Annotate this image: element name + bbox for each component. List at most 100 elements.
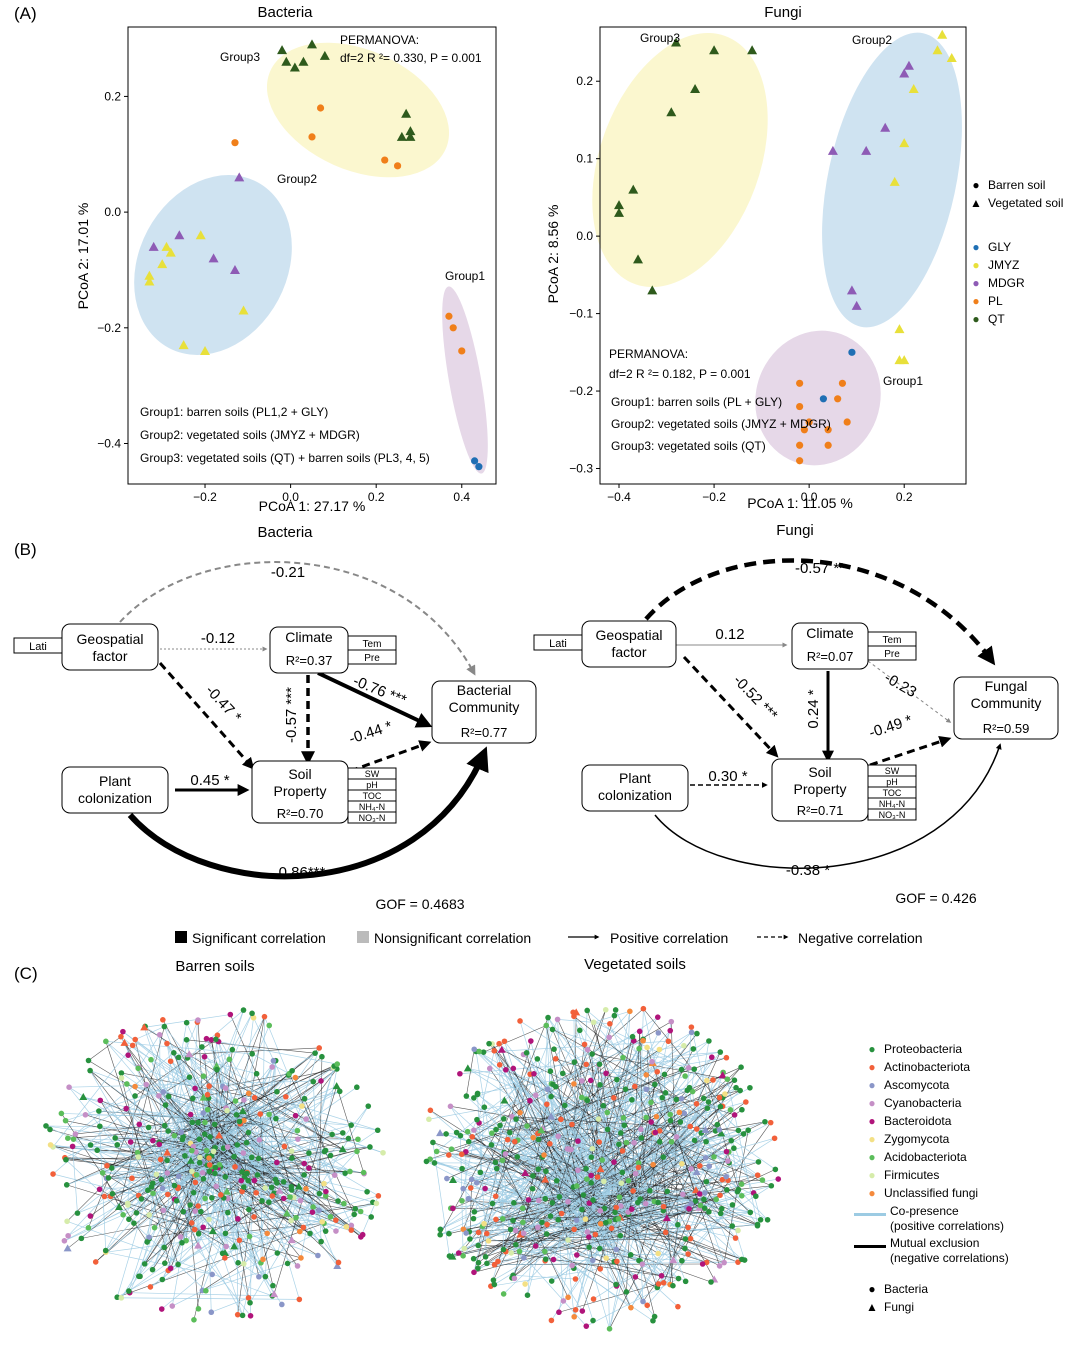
mutual-exclusion-edge (696, 1051, 721, 1104)
mutual-exclusion-edge (88, 1036, 122, 1061)
bacteria-node (603, 1255, 610, 1261)
sample-dot-pl (393, 162, 402, 170)
bacteria-node (156, 1032, 163, 1038)
co-presence-edge (121, 1297, 300, 1300)
bacteria-node (644, 1044, 650, 1051)
bacteria-node (196, 1136, 203, 1143)
legend-negative: Negative correlation (798, 930, 923, 946)
legend-bacteria-shape: ● Bacteria (864, 1280, 1009, 1298)
mutual-exclusion-edge (268, 1080, 322, 1115)
bacteria-node (105, 1175, 112, 1181)
path-climate-to-community (317, 671, 433, 728)
bacteria-node (643, 1086, 650, 1093)
bacteria-node (511, 1200, 517, 1206)
bacteria-node (209, 1195, 215, 1201)
bacteria-node (354, 1084, 360, 1091)
bacteria-node (658, 1272, 665, 1279)
bacteria-node (476, 1048, 483, 1055)
node-lati: Lati (533, 634, 583, 651)
mutual-exclusion-edge (488, 1235, 621, 1242)
bacteria-node (551, 1046, 557, 1052)
bacteria-node (493, 1216, 499, 1223)
bacteria-node (716, 1094, 723, 1101)
bacteria-node (485, 1238, 492, 1244)
bacteria-node (260, 1256, 266, 1263)
bacteria-node (310, 1204, 316, 1210)
mutual-exclusion-edge (451, 1057, 727, 1150)
sample-triangle-jmyz (908, 83, 919, 93)
co-presence-edge (466, 1095, 614, 1232)
bacteria-node (348, 1227, 355, 1233)
bacteria-node (235, 1260, 241, 1266)
legend-taxon-cyanobacteria: ● Cyanobacteria (864, 1094, 1009, 1112)
bacteria-node (301, 1172, 307, 1178)
sample-dot-pl (796, 441, 804, 449)
fungi-node (436, 1129, 445, 1137)
bacteria-node (693, 1126, 700, 1132)
bacteria-node (543, 1022, 550, 1029)
bacteria-node (171, 1132, 178, 1139)
dot-icon: ● (868, 1168, 876, 1182)
x-tick-label: 0.0 (801, 490, 818, 504)
bacteria-node (692, 1198, 699, 1204)
bacteria-node (222, 1174, 229, 1180)
bacteria-node (519, 1205, 526, 1212)
co-presence-edge (208, 1153, 245, 1220)
bacteria-node (501, 1038, 508, 1045)
co-presence-edge (127, 1054, 211, 1151)
bacteria-node (491, 1261, 498, 1268)
bacteria-node (247, 1299, 253, 1306)
bacteria-node (627, 1252, 634, 1258)
co-presence-line-icon (854, 1213, 886, 1216)
bacteria-node (636, 1028, 643, 1035)
mutual-exclusion-edge (289, 1073, 355, 1215)
bacteria-node (322, 1228, 329, 1234)
sample-triangle-qt (396, 131, 407, 141)
bacteria-node (612, 1007, 619, 1013)
sample-triangle-qt (633, 254, 644, 264)
svg-text:Climate: Climate (285, 629, 333, 645)
bacteria-node (703, 1138, 709, 1145)
sem-fungi-title: Fungi (776, 522, 814, 539)
fungi-node (541, 1175, 550, 1183)
bacteria-node (297, 1197, 304, 1204)
bacteria-node (179, 1240, 185, 1246)
fungi-node (238, 1107, 247, 1115)
dot-icon: ● (868, 1042, 876, 1056)
bacteria-node (334, 1061, 341, 1067)
bacteria-node (262, 1273, 269, 1280)
bacteria-node (486, 1065, 493, 1072)
bacteria-node (613, 1246, 620, 1253)
bacteria-node (586, 1234, 592, 1240)
bacteria-node (512, 1227, 519, 1234)
mutual-exclusion-edge (495, 1215, 639, 1220)
bacteria-node (233, 1111, 240, 1118)
bacteria-node (101, 1193, 108, 1200)
bacteria-node (548, 1278, 555, 1284)
bacteria-node (601, 1178, 607, 1185)
bacteria-node (616, 1194, 623, 1200)
mutual-exclusion-edge (121, 1077, 171, 1269)
co-presence-edge (436, 1151, 696, 1202)
bacteria-node (724, 1187, 730, 1193)
bacteria-node (357, 1208, 364, 1215)
co-presence-edge (516, 1030, 581, 1157)
bacteria-node (747, 1209, 754, 1216)
co-presence-edge (208, 1013, 253, 1117)
bacteria-node (638, 1135, 645, 1141)
sample-triangle-mdgr (229, 264, 240, 274)
svg-text:Pre: Pre (364, 653, 380, 664)
permanova-title: PERMANOVA: (609, 347, 688, 361)
bacteria-plot-frame (127, 26, 497, 485)
bacteria-node (617, 1232, 624, 1239)
bacteria-node (772, 1166, 779, 1173)
mutual-exclusion-edge (100, 1100, 208, 1148)
mutual-exclusion-edge (212, 1198, 284, 1232)
legend-taxon-actinobacteriota: ● Actinobacteriota (864, 1058, 1009, 1076)
co-presence-edge (265, 1060, 277, 1277)
bacteria-node (274, 1250, 281, 1256)
bacteria-node (737, 1087, 743, 1094)
bacteria-node (159, 1185, 166, 1192)
bacteria-node (708, 1279, 714, 1285)
co-presence-edge (545, 1171, 635, 1219)
